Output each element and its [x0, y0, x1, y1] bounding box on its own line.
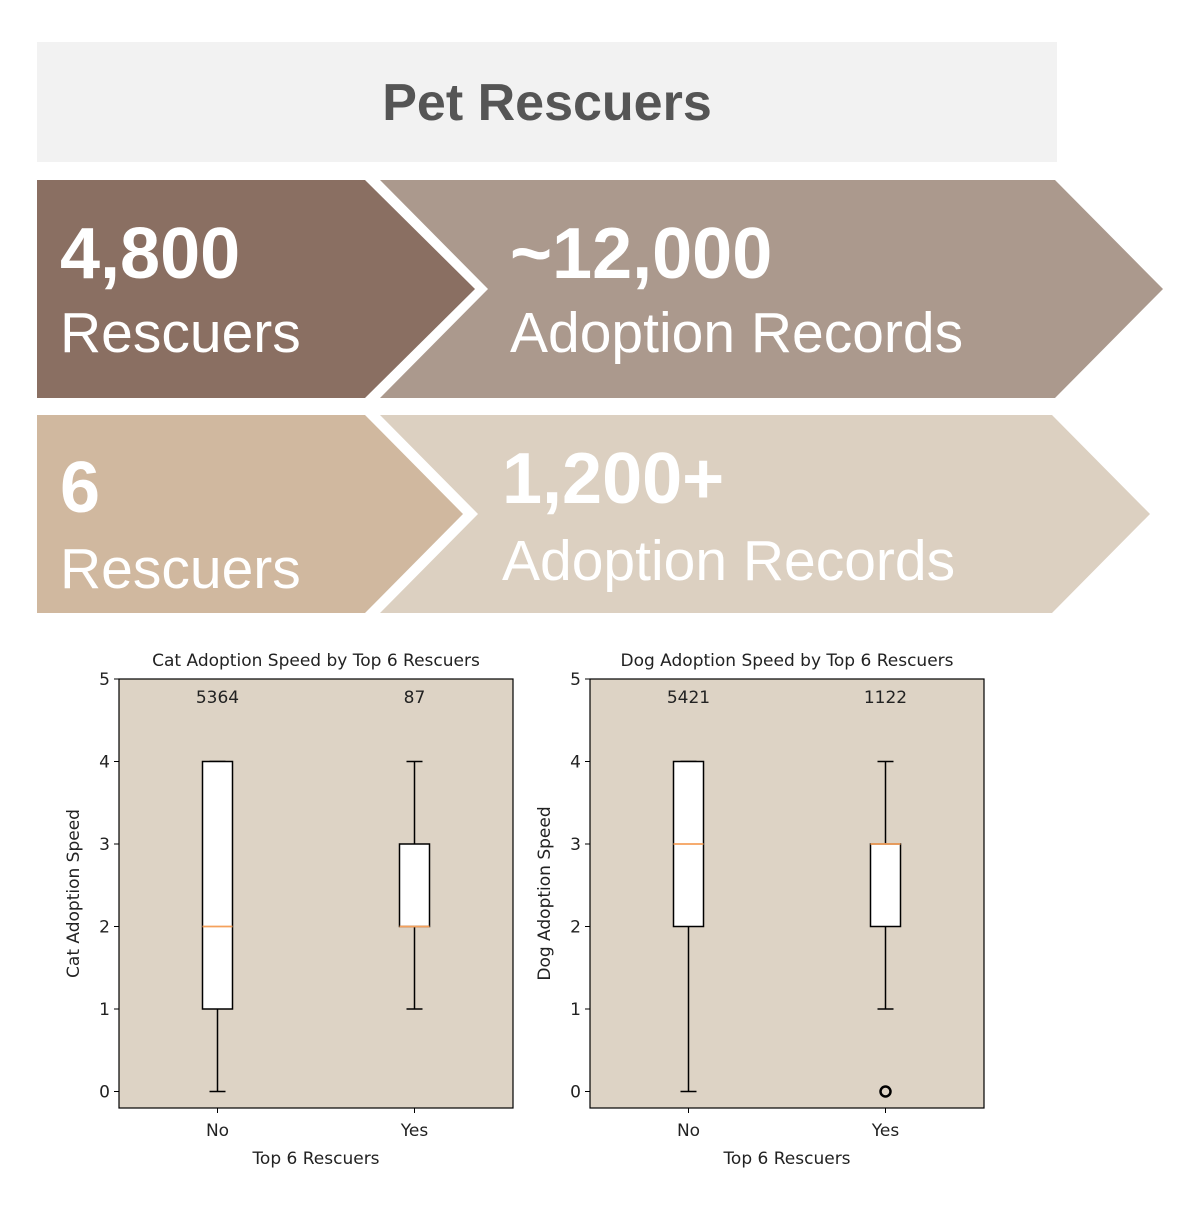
box: [398, 843, 431, 928]
y-tick-label: 4: [99, 753, 110, 773]
stat-label: Adoption Records: [502, 529, 955, 593]
chart-title: Cat Adoption Speed by Top 6 Rescuers: [152, 651, 480, 671]
y-tick-label: 5: [570, 670, 581, 690]
count-label: 5421: [667, 688, 710, 708]
y-tick-label: 2: [570, 918, 581, 938]
x-tick-label: Yes: [871, 1121, 900, 1141]
chevron: [37, 180, 475, 398]
y-tick-label: 4: [570, 753, 581, 773]
y-axis-label: Dog Adoption Speed: [535, 806, 555, 980]
x-tick-label: No: [206, 1121, 229, 1141]
y-tick-label: 2: [99, 918, 110, 938]
stat-value: 4,800: [60, 214, 240, 294]
y-tick-label: 0: [570, 1083, 581, 1103]
count-label: 5364: [196, 688, 239, 708]
plot-area: [118, 678, 514, 1109]
y-tick-label: 0: [99, 1083, 110, 1103]
y-tick-label: 3: [570, 835, 581, 855]
x-tick-label: No: [677, 1121, 700, 1141]
stat-value: 1,200+: [502, 439, 724, 519]
y-tick-label: 3: [99, 835, 110, 855]
chevron: [380, 180, 1163, 398]
x-axis-label: Top 6 Rescuers: [722, 1149, 850, 1169]
flier: [879, 1085, 892, 1098]
box: [201, 760, 234, 1010]
page-title: Pet Rescuers: [382, 74, 712, 132]
count-label: 1122: [864, 688, 907, 708]
x-axis-label: Top 6 Rescuers: [251, 1149, 379, 1169]
chart-title: Dog Adoption Speed by Top 6 Rescuers: [620, 651, 953, 671]
y-axis-label: Cat Adoption Speed: [64, 809, 84, 978]
stat-label: Rescuers: [60, 537, 301, 601]
count-label: 87: [404, 688, 426, 708]
y-tick-label: 5: [99, 670, 110, 690]
header-bar: [37, 42, 1057, 162]
y-tick-label: 1: [570, 1000, 581, 1020]
stat-value: 6: [60, 448, 100, 528]
stat-label: Adoption Records: [510, 301, 963, 365]
stat-value: ~12,000: [510, 214, 772, 294]
chevron: [37, 415, 463, 613]
y-tick-label: 1: [99, 1000, 110, 1020]
chevron: [380, 415, 1150, 613]
box: [869, 843, 902, 928]
x-tick-label: Yes: [400, 1121, 429, 1141]
stat-label: Rescuers: [60, 301, 301, 365]
plot-area: [589, 678, 985, 1109]
